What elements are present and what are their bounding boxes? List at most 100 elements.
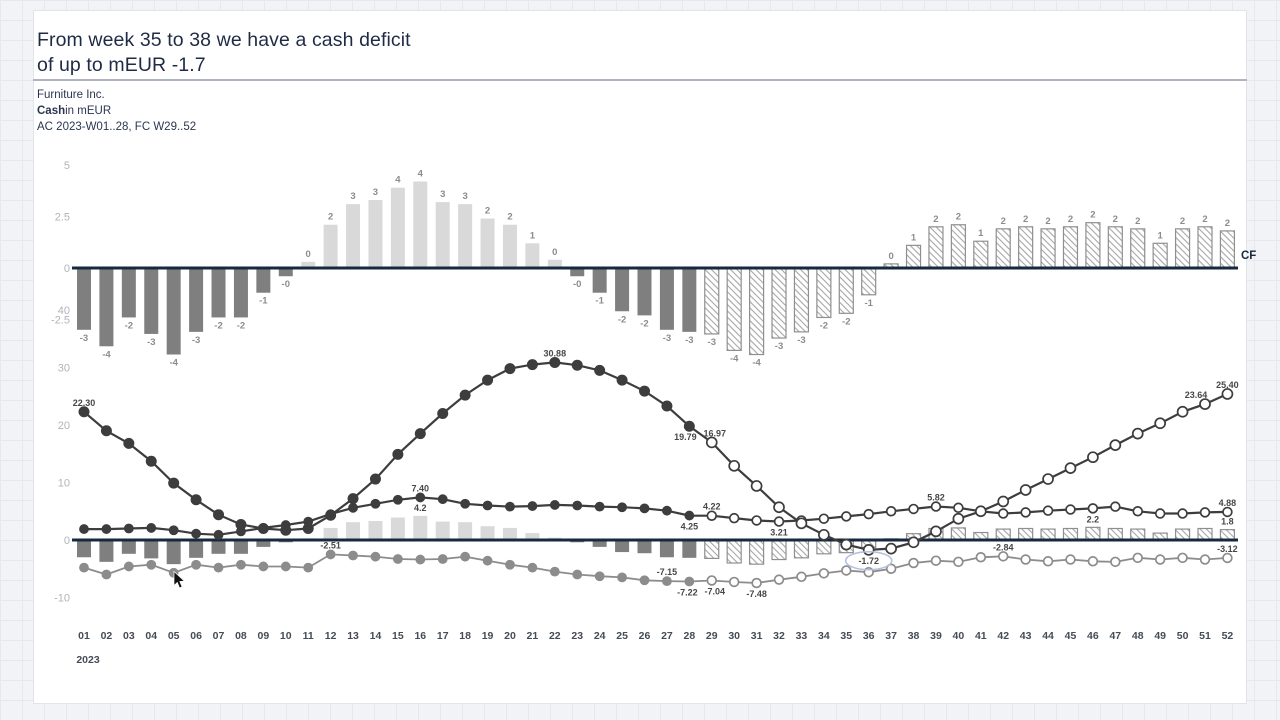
lower-gray-line-point-w11[interactable]	[303, 562, 314, 573]
upper-flat-line-point-w43[interactable]	[1020, 507, 1031, 518]
cf-bar-bot-w46[interactable]	[1085, 526, 1101, 541]
cf-bar-top-w48[interactable]	[1130, 228, 1146, 269]
cf-bar-top-w09[interactable]	[256, 268, 271, 293]
upper-flat-line-point-w28[interactable]	[684, 510, 695, 521]
upper-flat-line-point-w31[interactable]	[751, 515, 762, 526]
cf-bar-top-w12[interactable]	[323, 224, 338, 268]
lower-gray-line-point-w24[interactable]	[594, 571, 605, 582]
lower-gray-line-point-w06[interactable]	[191, 559, 202, 570]
upper-flat-line-point-w38[interactable]	[908, 503, 919, 515]
upper-flat-line-point-w20[interactable]	[505, 501, 515, 512]
cf-bar-bot-w50[interactable]	[1174, 528, 1191, 541]
cf-bar-top-w06[interactable]	[189, 268, 204, 332]
lower-gray-line-point-w37[interactable]	[885, 563, 897, 574]
cash-balance-line-point-w31[interactable]	[750, 480, 763, 492]
upper-flat-line-point-w39[interactable]	[930, 501, 942, 512]
cash-balance-line-point-w01[interactable]	[78, 406, 90, 418]
cash-balance-line-point-w29[interactable]	[705, 436, 718, 449]
cash-balance-line-point-w08[interactable]	[235, 518, 247, 530]
cf-bar-top-w33[interactable]	[793, 267, 810, 333]
upper-flat-line-point-w01[interactable]	[79, 524, 89, 534]
cf-bar-top-w34[interactable]	[816, 267, 832, 319]
upper-flat-line-point-w49[interactable]	[1154, 508, 1166, 519]
cash-balance-line-point-w43[interactable]	[1019, 484, 1032, 496]
lower-gray-line-point-w16[interactable]	[415, 554, 426, 565]
upper-flat-line-point-w29[interactable]	[706, 510, 718, 521]
upper-flat-line-point-w25[interactable]	[617, 502, 627, 513]
upper-flat-line-point-w37[interactable]	[885, 506, 897, 517]
cash-balance-line-point-w37[interactable]	[885, 542, 897, 555]
cash-balance-line-point-w47[interactable]	[1109, 439, 1122, 451]
cf-bar-bot-w51[interactable]	[1197, 527, 1213, 541]
upper-flat-line-point-w21[interactable]	[527, 501, 538, 511]
cf-bar-top-w41[interactable]	[973, 240, 989, 269]
lower-gray-line-point-w30[interactable]	[728, 576, 740, 588]
cash-balance-line-point-w04[interactable]	[145, 455, 157, 467]
cf-bar-top-w36[interactable]	[861, 267, 877, 296]
lower-gray-line-point-w48[interactable]	[1132, 552, 1143, 564]
upper-flat-line-point-w03[interactable]	[123, 523, 134, 534]
cash-balance-line-point-w38[interactable]	[907, 536, 920, 549]
cash-balance-line-point-w28[interactable]	[683, 420, 695, 432]
lower-gray-line-point-w52[interactable]	[1222, 552, 1233, 564]
cf-bar-top-w45[interactable]	[1062, 226, 1079, 269]
upper-flat-line-point-w18[interactable]	[460, 498, 471, 509]
cash-balance-line-point-w26[interactable]	[639, 385, 650, 397]
lower-gray-line-point-w19[interactable]	[482, 555, 493, 566]
lower-gray-line-point-w03[interactable]	[123, 561, 134, 572]
upper-flat-line-point-w26[interactable]	[639, 503, 650, 514]
lower-gray-line-point-w40[interactable]	[953, 556, 964, 568]
upper-flat-line-point-w14[interactable]	[370, 498, 381, 509]
cf-bar-bot-w48[interactable]	[1130, 528, 1146, 541]
cf-bar-bot-w05[interactable]	[166, 540, 181, 565]
lower-gray-line-point-w18[interactable]	[460, 551, 471, 562]
upper-flat-line-point-w13[interactable]	[348, 502, 358, 513]
lower-gray-line-point-w38[interactable]	[908, 557, 919, 569]
cf-bar-bot-w40[interactable]	[950, 527, 966, 541]
cf-bar-top-w32[interactable]	[771, 267, 787, 339]
upper-flat-line-point-w35[interactable]	[841, 511, 852, 522]
cf-bar-bot-w14[interactable]	[368, 521, 383, 540]
cash-balance-line-point-w20[interactable]	[504, 363, 516, 375]
cf-bar-top-w15[interactable]	[390, 187, 405, 268]
lower-gray-line-point-w14[interactable]	[370, 551, 381, 562]
cash-balance-line-point-w40[interactable]	[952, 512, 965, 525]
cf-bar-bot-w07[interactable]	[211, 540, 226, 554]
cf-bar-bot-w15[interactable]	[390, 517, 405, 540]
lower-gray-line-point-w44[interactable]	[1042, 556, 1054, 567]
lower-gray-line-point-w31[interactable]	[751, 577, 762, 589]
cf-bar-bot-w43[interactable]	[1018, 527, 1034, 541]
cf-bar-bot-w01[interactable]	[77, 540, 91, 558]
cf-bar-top-w01[interactable]	[77, 268, 91, 330]
cf-bar-bot-w19[interactable]	[480, 526, 495, 540]
cf-bar-top-w22[interactable]	[547, 259, 562, 268]
lower-gray-line-point-w01[interactable]	[79, 562, 89, 573]
cash-balance-line-point-w50[interactable]	[1176, 405, 1189, 418]
upper-flat-line-point-w47[interactable]	[1110, 501, 1121, 512]
cf-bar-bot-w45[interactable]	[1062, 527, 1079, 541]
cf-bar-top-w14[interactable]	[368, 200, 383, 268]
lower-gray-line-point-w43[interactable]	[1020, 554, 1031, 565]
cf-bar-bot-w02[interactable]	[99, 540, 114, 562]
cf-bar-top-w11[interactable]	[301, 261, 316, 268]
cash-balance-line-point-w41[interactable]	[974, 505, 987, 518]
upper-flat-line-point-w23[interactable]	[572, 500, 583, 511]
lower-gray-line-point-w35[interactable]	[841, 565, 852, 576]
cf-bar-top-w07[interactable]	[211, 268, 226, 318]
cash-balance-line-point-w25[interactable]	[616, 374, 628, 386]
upper-flat-line-point-w06[interactable]	[191, 528, 202, 539]
cash-balance-line-point-w35[interactable]	[840, 538, 853, 551]
lower-gray-line-point-w13[interactable]	[348, 550, 358, 561]
cf-bar-top-w46[interactable]	[1085, 222, 1101, 269]
upper-flat-line-point-w30[interactable]	[728, 512, 740, 524]
cash-balance-line-point-w45[interactable]	[1064, 462, 1077, 474]
cf-bar-bot-w29[interactable]	[704, 539, 720, 559]
cash-balance-line-point-w23[interactable]	[571, 359, 583, 371]
cf-bar-bot-w28[interactable]	[682, 540, 697, 558]
cf-bar-top-w35[interactable]	[838, 267, 854, 314]
cf-bar-bot-w18[interactable]	[458, 522, 473, 540]
lower-gray-line-point-w28[interactable]	[684, 576, 695, 587]
lower-gray-line-point-w02[interactable]	[101, 569, 112, 580]
cf-bar-top-w27[interactable]	[659, 268, 674, 330]
lower-gray-line-point-w50[interactable]	[1177, 552, 1188, 564]
